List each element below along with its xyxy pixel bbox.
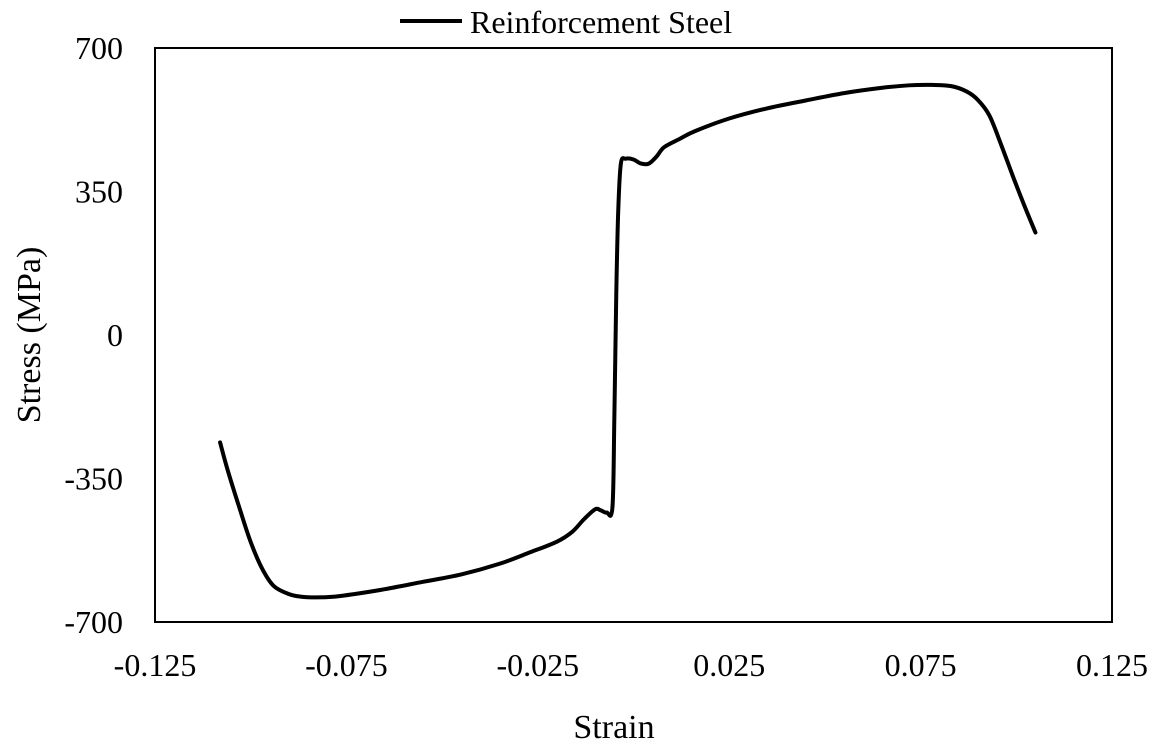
x-tick-label: 0.075 — [885, 647, 957, 683]
x-tick-label: -0.125 — [114, 647, 197, 683]
series-layer — [218, 82, 1038, 600]
series-line-reinforcement-steel — [218, 82, 1038, 600]
y-tick-label: -350 — [64, 461, 123, 497]
x-tick-label: 0.125 — [1076, 647, 1148, 683]
x-tick-label: -0.075 — [305, 647, 388, 683]
y-tick-labels: 700 350 0 -350 -700 — [64, 30, 123, 640]
x-tick-labels: -0.125 -0.075 -0.025 0.025 0.075 0.125 — [114, 647, 1148, 683]
y-tick-label: 0 — [107, 317, 123, 353]
plot-area-border — [154, 47, 1113, 623]
y-axis-label: Stress (MPa) — [11, 247, 48, 424]
x-axis-label: Strain — [573, 709, 654, 746]
x-tick-label: 0.025 — [693, 647, 765, 683]
y-tick-label: -700 — [64, 604, 123, 640]
y-tick-label: 350 — [75, 174, 123, 210]
legend: Reinforcement Steel — [400, 4, 732, 40]
x-tick-label: -0.025 — [496, 647, 579, 683]
y-tick-label: 700 — [75, 30, 123, 66]
legend-label-reinforcement-steel: Reinforcement Steel — [470, 4, 732, 40]
